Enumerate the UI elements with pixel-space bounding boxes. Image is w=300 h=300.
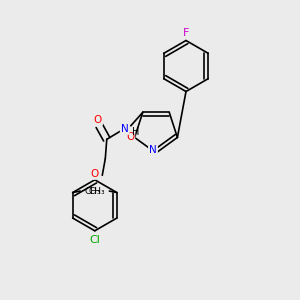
Text: N: N: [149, 145, 157, 155]
Text: O: O: [126, 133, 134, 142]
Text: Cl: Cl: [89, 235, 100, 245]
Text: H: H: [132, 127, 140, 137]
Text: N: N: [121, 124, 129, 134]
Text: CH₃: CH₃: [85, 187, 101, 196]
Text: CH₃: CH₃: [88, 187, 105, 196]
Text: O: O: [94, 115, 102, 125]
Text: F: F: [183, 28, 189, 38]
Text: O: O: [91, 169, 99, 179]
